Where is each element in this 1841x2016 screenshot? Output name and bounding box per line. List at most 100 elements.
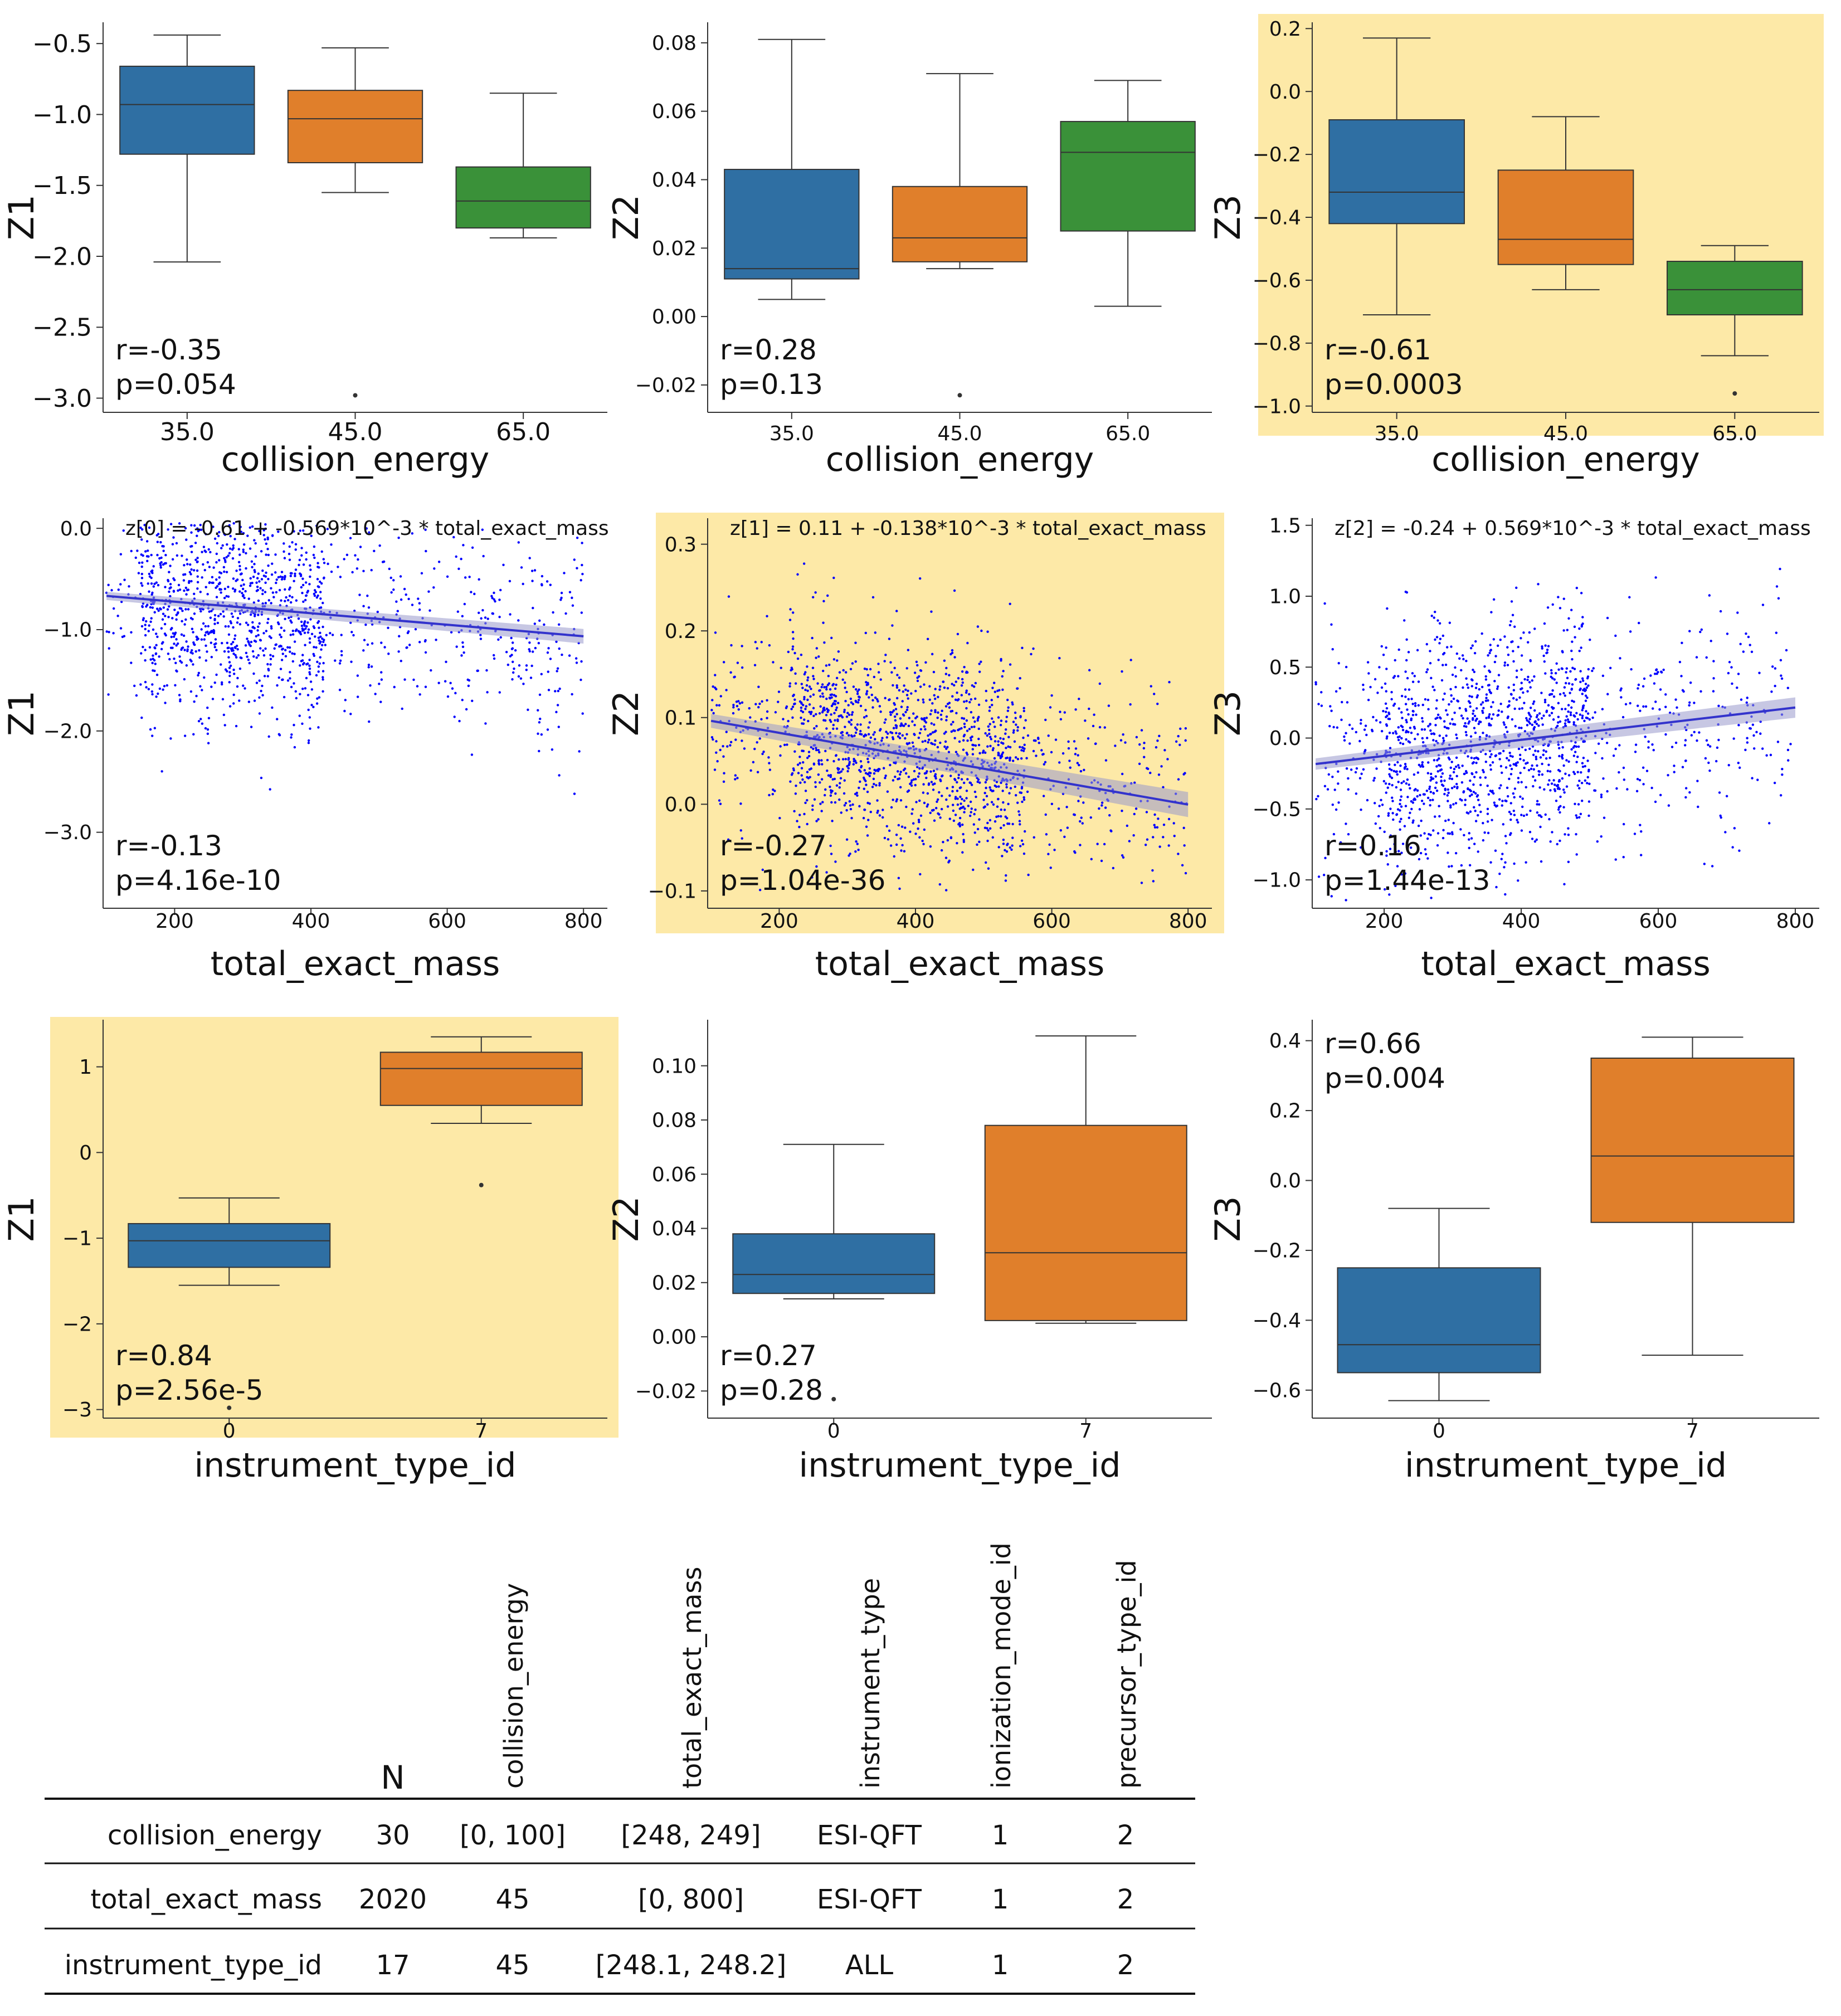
scatter-point (924, 728, 927, 731)
scatter-point (806, 689, 809, 692)
scatter-point (1733, 827, 1736, 830)
scatter-point (1153, 693, 1156, 695)
scatter-point (1486, 820, 1489, 823)
scatter-point (215, 552, 218, 556)
scatter-point (940, 849, 943, 852)
scatter-point (1651, 743, 1654, 746)
scatter-point (1016, 729, 1019, 732)
scatter-point (242, 594, 245, 597)
scatter-point (877, 768, 880, 771)
scatter-point (1021, 746, 1024, 749)
scatter-point (1001, 675, 1004, 678)
scatter-point (265, 571, 267, 574)
scatter-point (954, 778, 957, 782)
scatter-point (1582, 740, 1585, 743)
scatter-point (1426, 796, 1430, 800)
scatter-point (754, 641, 757, 644)
scatter-point (817, 818, 820, 821)
scatter-point (1331, 647, 1334, 651)
scatter-point (1042, 753, 1045, 756)
scatter-point (1423, 728, 1426, 731)
scatter-point (278, 734, 281, 737)
scatter-point (710, 709, 713, 712)
scatter-point (299, 632, 303, 636)
scatter-point (1484, 699, 1488, 702)
scatter-point (322, 601, 324, 605)
scatter-point (1584, 694, 1587, 697)
scatter-point (1350, 768, 1353, 771)
scatter-point (537, 709, 539, 712)
scatter-point (828, 663, 831, 666)
scatter-point (1586, 717, 1589, 720)
scatter-point (242, 548, 245, 551)
scatter-point (871, 706, 874, 709)
x-tick-label: 0 (1433, 1420, 1445, 1443)
table-cell: [248.1, 248.2] (596, 1950, 787, 1981)
scatter-point (960, 684, 963, 687)
scatter-point (309, 618, 312, 621)
scatter-point (1453, 767, 1456, 771)
scatter-point (276, 684, 279, 687)
scatter-point (1460, 799, 1463, 802)
scatter-point (997, 797, 1000, 801)
y-tick-label: 0.3 (665, 533, 697, 556)
table-header: precursor_type_id (1112, 1560, 1142, 1789)
y-tick-label: 0.5 (1269, 656, 1301, 679)
scatter-point (362, 605, 365, 608)
scatter-point (959, 795, 962, 798)
y-tick-label: −2.0 (43, 720, 92, 743)
scatter-point (1781, 767, 1784, 771)
scatter-point (1438, 815, 1441, 818)
x-tick-label: 65.0 (1712, 422, 1757, 445)
scatter-point (968, 728, 971, 731)
scatter-point (997, 846, 1000, 849)
scatter-point (319, 656, 322, 659)
scatter-point (1385, 791, 1387, 794)
scatter-point (1509, 818, 1512, 821)
scatter-point (1335, 690, 1338, 693)
y-tick-label: 0.00 (652, 1326, 697, 1349)
scatter-point (1454, 685, 1457, 689)
scatter-point (264, 602, 267, 605)
scatter-point (1419, 765, 1422, 768)
scatter-point (936, 716, 939, 719)
scatter-point (573, 792, 576, 795)
scatter-point (580, 660, 583, 663)
scatter-point (304, 644, 306, 646)
scatter-point (1567, 834, 1570, 836)
scatter-point (1458, 657, 1461, 660)
scatter-point (1634, 751, 1637, 753)
scatter-point (1050, 694, 1053, 697)
scatter-point (826, 594, 829, 597)
x-tick-label: 45.0 (937, 422, 982, 445)
scatter-point (1698, 731, 1701, 734)
scatter-point (1405, 729, 1408, 732)
scatter-point (142, 554, 144, 557)
x-tick-label: 45.0 (1543, 422, 1588, 445)
scatter-point (1042, 795, 1045, 797)
scatter-point (925, 717, 928, 719)
scatter-point (178, 655, 181, 658)
scatter-point (239, 525, 242, 528)
scatter-point (1178, 743, 1181, 746)
scatter-point (1362, 688, 1365, 691)
scatter-point (298, 572, 301, 575)
y-tick-label: 1 (79, 1056, 92, 1079)
scatter-point (340, 654, 343, 656)
scatter-point (1400, 851, 1403, 854)
scatter-point (914, 778, 917, 781)
scatter-point (1429, 791, 1433, 793)
scatter-point (528, 648, 530, 651)
scatter-point (1615, 787, 1618, 790)
scatter-point (819, 705, 822, 708)
scatter-point (1525, 861, 1527, 864)
scatter-point (1413, 788, 1416, 792)
scatter-point (1478, 804, 1481, 806)
scatter-point (1469, 705, 1472, 708)
scatter-point (168, 658, 171, 661)
scatter-point (1444, 788, 1447, 791)
scatter-point (895, 724, 898, 728)
scatter-point (1496, 804, 1499, 807)
scatter-point (1367, 672, 1370, 675)
scatter-point (1622, 766, 1625, 770)
